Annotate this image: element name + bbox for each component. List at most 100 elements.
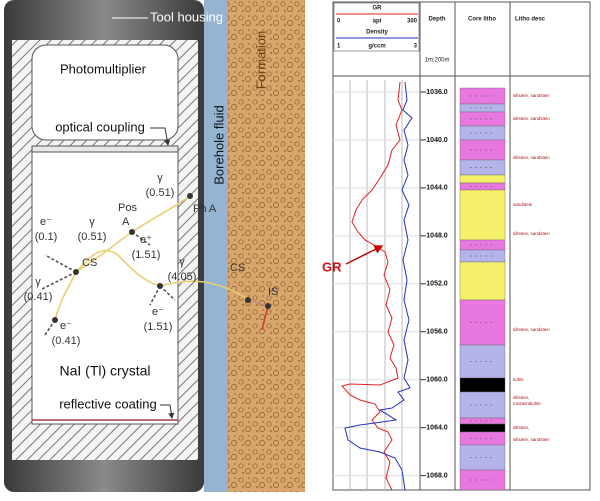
litho-desc: siltstein, sandstein [513, 93, 550, 98]
particle-energy: (0.41) [24, 291, 53, 303]
particle-symbol: γ [89, 216, 95, 228]
litho-desc: kohle [513, 377, 524, 382]
litho-desc: tonstein/kohle [513, 401, 541, 406]
litho-desc-title: Litho desc [515, 17, 546, 23]
litho-desc: sandstein [513, 202, 533, 207]
density-curve [344, 81, 413, 491]
litho-desc: siltstein, sandstein [513, 116, 550, 121]
gamma-track [247, 299, 269, 307]
particle-symbol: γ [179, 256, 185, 268]
optical-coupling-layer [31, 145, 179, 153]
density-title: Density [366, 30, 388, 36]
density-min: 1 [337, 44, 341, 50]
depth-tick-label: 1036.0 [426, 89, 448, 96]
node-label: CS [230, 262, 245, 274]
depth-tick-label: 1048.0 [426, 233, 448, 240]
gr-curve [341, 81, 403, 491]
pointer [160, 404, 175, 419]
electron-track [39, 231, 176, 336]
litho-layer [459, 391, 506, 419]
pointer [150, 127, 171, 146]
litho-layer [459, 299, 506, 346]
depth-tick-label: 1044.0 [426, 185, 448, 192]
node-label: A [122, 216, 130, 228]
litho-desc: siltstein, sandstein [513, 231, 550, 236]
depth-tick-label: 1064.0 [426, 425, 448, 432]
node-label: Ph A [193, 203, 217, 215]
reflective-coating-label: reflective coating [59, 396, 157, 411]
gr-unit: api [373, 19, 382, 25]
photomultiplier-label: Photomultiplier [60, 61, 147, 76]
particle-energy: (1.51) [132, 249, 161, 261]
particle-energy: (0.51) [146, 187, 175, 199]
legend-box [333, 2, 420, 52]
tracks [39, 195, 269, 336]
litho-layer [459, 469, 506, 491]
litho-layer [459, 261, 506, 301]
tool-housing-label: Tool housing [150, 9, 223, 24]
particle-symbol: γ [157, 172, 163, 184]
depth-tick-label: 1060.0 [426, 377, 448, 384]
borehole-fluid-area [204, 0, 227, 492]
core-litho-column [459, 87, 506, 491]
litho-layer [459, 125, 506, 141]
gr-max: 300 [407, 19, 418, 25]
litho-desc: siltstein, sandstein [513, 155, 550, 160]
litho-layer [459, 87, 506, 105]
litho-layer [459, 417, 506, 425]
litho-layer [459, 377, 506, 393]
density-max: 3 [414, 44, 418, 50]
borehole-fluid-label: Borehole fluid [211, 105, 226, 185]
gamma-track [159, 280, 249, 301]
litho-layer [459, 423, 506, 433]
particle-symbol: e⁻ [60, 320, 72, 332]
particle-energy: (0.1) [35, 231, 58, 243]
gr-min: 0 [337, 19, 341, 25]
litho-desc: siltstein, [513, 395, 529, 400]
core-litho-title: Core litho [468, 17, 496, 23]
gamma-track [75, 249, 161, 287]
litho-desc: siltstein, sandstein [513, 437, 550, 442]
formation-area [227, 0, 305, 492]
formation-label: Formation [253, 31, 268, 90]
node-label: IS [268, 286, 278, 298]
node-label: CS [82, 257, 97, 269]
well-log: GR 0 api 300 Density 1 g/ccm 3 Depth 1m:… [322, 1, 591, 491]
litho-layer [459, 103, 506, 113]
particle-energy: (0.41) [52, 335, 81, 347]
density-unit: g/ccm [368, 44, 385, 50]
photomultiplier-box [31, 44, 179, 141]
litho-layer [459, 431, 506, 446]
node-label: Pos [118, 202, 137, 214]
crystal-label: NaI (Tl) crystal [60, 363, 151, 379]
tool-diagram: Tool housing Photomultiplier optical cou… [4, 0, 305, 492]
particle-symbol: e⁺ [140, 234, 152, 246]
litho-layer [459, 344, 506, 379]
crystal-box [31, 151, 179, 425]
gr-title: GR [373, 6, 383, 12]
annotation-arrow [345, 245, 384, 265]
particle-labels: γ (0.51) e⁻ (0.1) γ (0.51) e⁺ (1.51) γ (0.41) e⁻ (0… [24, 172, 197, 347]
electron-track [261, 305, 269, 331]
litho-layer [459, 182, 506, 191]
interaction-points [52, 193, 271, 323]
optical-coupling-label: optical coupling [55, 119, 145, 134]
particle-symbol: γ [35, 276, 41, 288]
litho-layer [459, 189, 506, 241]
gamma-track [75, 231, 133, 273]
litho-desc: siltstein, [513, 425, 529, 430]
particle-symbol: e⁻ [152, 306, 164, 318]
particle-symbol: e⁻ [40, 216, 52, 228]
depth-tick-label: 1040.0 [426, 137, 448, 144]
litho-descriptions: siltstein, sandstein siltstein, sandstein… [513, 93, 550, 442]
depth-title: Depth [429, 17, 446, 23]
depth-tick-label: 1052.0 [426, 281, 448, 288]
particle-energy: (1.51) [144, 321, 173, 333]
depth-tick-label: 1056.0 [426, 329, 448, 336]
gamma-track [131, 195, 191, 233]
litho-desc: siltstein, sandstein [513, 327, 550, 332]
particle-energy: (4.05) [168, 271, 197, 283]
litho-layer [459, 159, 506, 176]
depth-scale: 1m:200m [424, 58, 449, 64]
